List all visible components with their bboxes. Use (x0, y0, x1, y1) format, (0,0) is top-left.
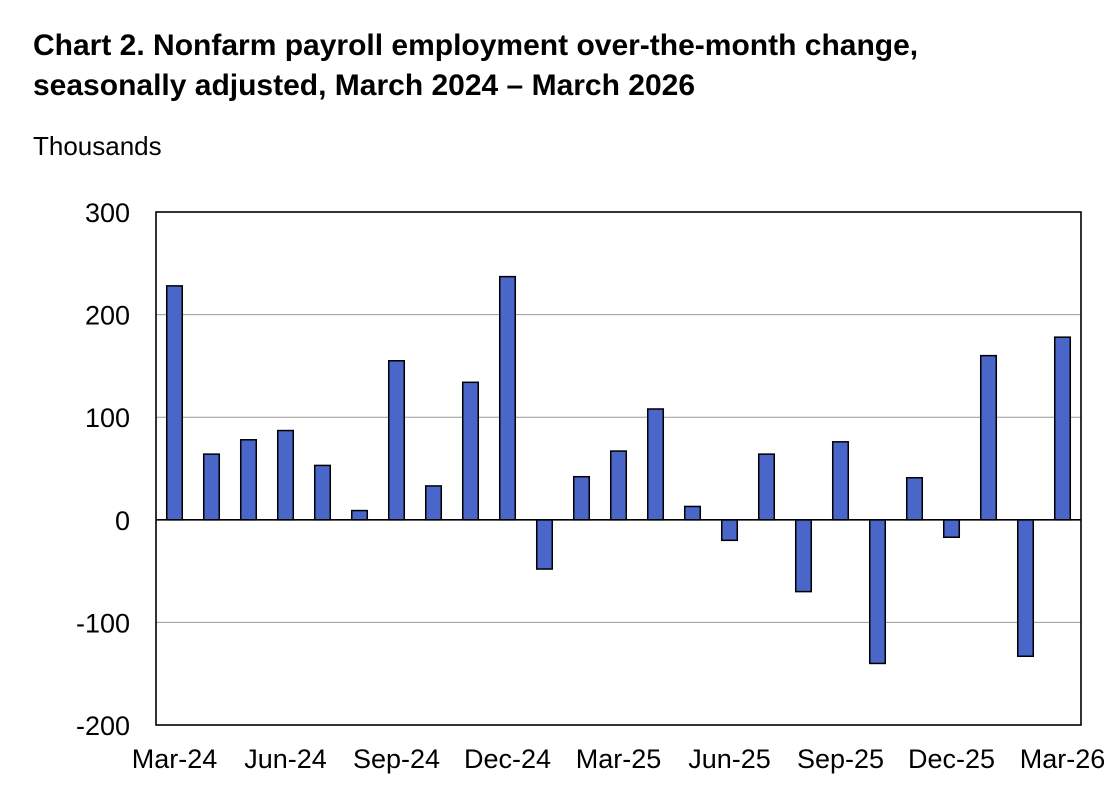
bar-Nov-24 (461, 381, 480, 521)
x-tick-label: Mar-26 (1020, 744, 1106, 774)
y-tick-label: -100 (76, 608, 130, 638)
gridlines (156, 314, 1081, 623)
bar-Feb-25 (572, 475, 591, 521)
x-tick-label: Jun-25 (688, 744, 771, 774)
bar-Feb-26 (1016, 519, 1035, 658)
bar-Aug-24 (350, 509, 369, 521)
chart-title-line-2: seasonally adjusted, March 2024 – March … (33, 69, 696, 102)
y-tick-label: 300 (85, 198, 130, 228)
axes (155, 211, 1082, 726)
bar-Dec-24 (498, 275, 517, 521)
x-tick-label: Sep-24 (353, 744, 440, 774)
y-axis-unit-label: Thousands (33, 131, 162, 161)
bar-May-24 (239, 439, 258, 521)
x-tick-label: Mar-24 (132, 744, 218, 774)
plot-frame (155, 211, 1082, 726)
bar-Oct-24 (424, 485, 443, 521)
bar-Sep-25 (831, 441, 850, 521)
bars (165, 275, 1072, 665)
chart-title: Chart 2. Nonfarm payroll employment over… (33, 26, 1103, 106)
bar-Nov-25 (905, 476, 924, 521)
bar-Dec-25 (942, 519, 961, 538)
bar-Mar-25 (609, 450, 628, 521)
bar-Apr-25 (646, 408, 665, 521)
y-tick-label: -200 (76, 711, 130, 741)
bar-Mar-26 (1053, 336, 1072, 521)
y-tick-label: 200 (85, 301, 130, 331)
bar-Jul-25 (757, 453, 776, 521)
bar-Mar-24 (165, 285, 184, 521)
bar-Apr-24 (202, 453, 221, 521)
bar-May-25 (683, 505, 702, 521)
y-tick-label: 0 (115, 506, 130, 536)
x-tick-label: Sep-25 (797, 744, 884, 774)
x-tick-label: Dec-24 (464, 744, 551, 774)
y-tick-label: 100 (85, 403, 130, 433)
bar-Jun-24 (276, 429, 295, 521)
x-tick-label: Mar-25 (576, 744, 662, 774)
bar-Sep-24 (387, 360, 406, 521)
bar-Jun-25 (720, 519, 739, 542)
bar-Jan-25 (535, 519, 554, 570)
bar-Aug-25 (794, 519, 813, 593)
bar-Oct-25 (868, 519, 887, 665)
x-tick-label: Dec-25 (908, 744, 995, 774)
chart-title-line-1: Chart 2. Nonfarm payroll employment over… (33, 29, 919, 62)
bar-Jul-24 (313, 464, 332, 521)
bar-Jan-26 (979, 354, 998, 521)
x-tick-label: Jun-24 (244, 744, 327, 774)
